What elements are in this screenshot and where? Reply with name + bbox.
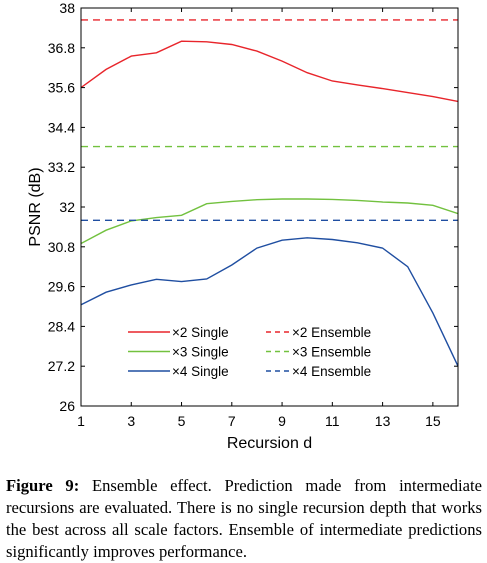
series-layer (81, 19, 458, 367)
x-tick-label: 13 (375, 413, 391, 429)
legend-label-5: ×3 Ensemble (292, 345, 371, 360)
plot-area-frame (80, 7, 459, 407)
y-tick-label: 35.6 (48, 80, 75, 96)
x-tick-label: 11 (325, 413, 340, 429)
y-tick-label: 38 (59, 0, 75, 16)
legend-label-2: ×3 Single (172, 345, 229, 360)
y-tick-label: 28.4 (48, 318, 75, 334)
y-tick-label: 26 (59, 398, 75, 414)
psnr-line-chart: 1 3 5 7 9 11 13 152627.228.429.630.83233.234.43… (27, 0, 459, 452)
y-tick-label: 32 (59, 199, 75, 215)
legend-label-6: ×4 Ensemble (292, 364, 371, 379)
series-line-2 (81, 198, 458, 245)
y-tick-label: 29.6 (48, 279, 75, 295)
caption-text: Ensemble effect. Prediction made from in… (6, 476, 482, 561)
x-tick-label: 3 (127, 413, 135, 429)
x-tick-label: 9 (278, 413, 286, 429)
legend: ×2 Single ×3 Single ×4 Single ×2 Ensemble ×3… (128, 325, 371, 379)
y-tick-label: 33.2 (48, 159, 75, 175)
y-tick-label: 27.2 (48, 358, 75, 374)
series-line-3 (81, 237, 458, 367)
y-tick-label: 30.8 (48, 239, 75, 255)
tick-layer: 1 3 5 7 9 11 13 152627.228.429.630.83233.234.43… (48, 0, 458, 429)
legend-label-1: ×2 Single (172, 325, 229, 340)
series-line-1 (81, 40, 458, 103)
y-tick-label: 36.8 (48, 40, 75, 56)
x-tick-label: 5 (178, 413, 186, 429)
x-axis-label: Recursion d (227, 435, 312, 452)
legend-label-4: ×2 Ensemble (292, 325, 371, 340)
x-tick-label: 15 (425, 413, 441, 429)
y-tick-label: 34.4 (48, 119, 75, 135)
caption-label: Figure 9: (6, 476, 80, 495)
legend-label-3: ×4 Single (172, 364, 229, 379)
y-axis-label: PSNR (dB) (27, 167, 44, 246)
x-tick-label: 1 (77, 413, 85, 429)
figure-caption: Figure 9: Ensemble effect. Prediction ma… (6, 475, 482, 563)
x-tick-label: 7 (228, 413, 236, 429)
